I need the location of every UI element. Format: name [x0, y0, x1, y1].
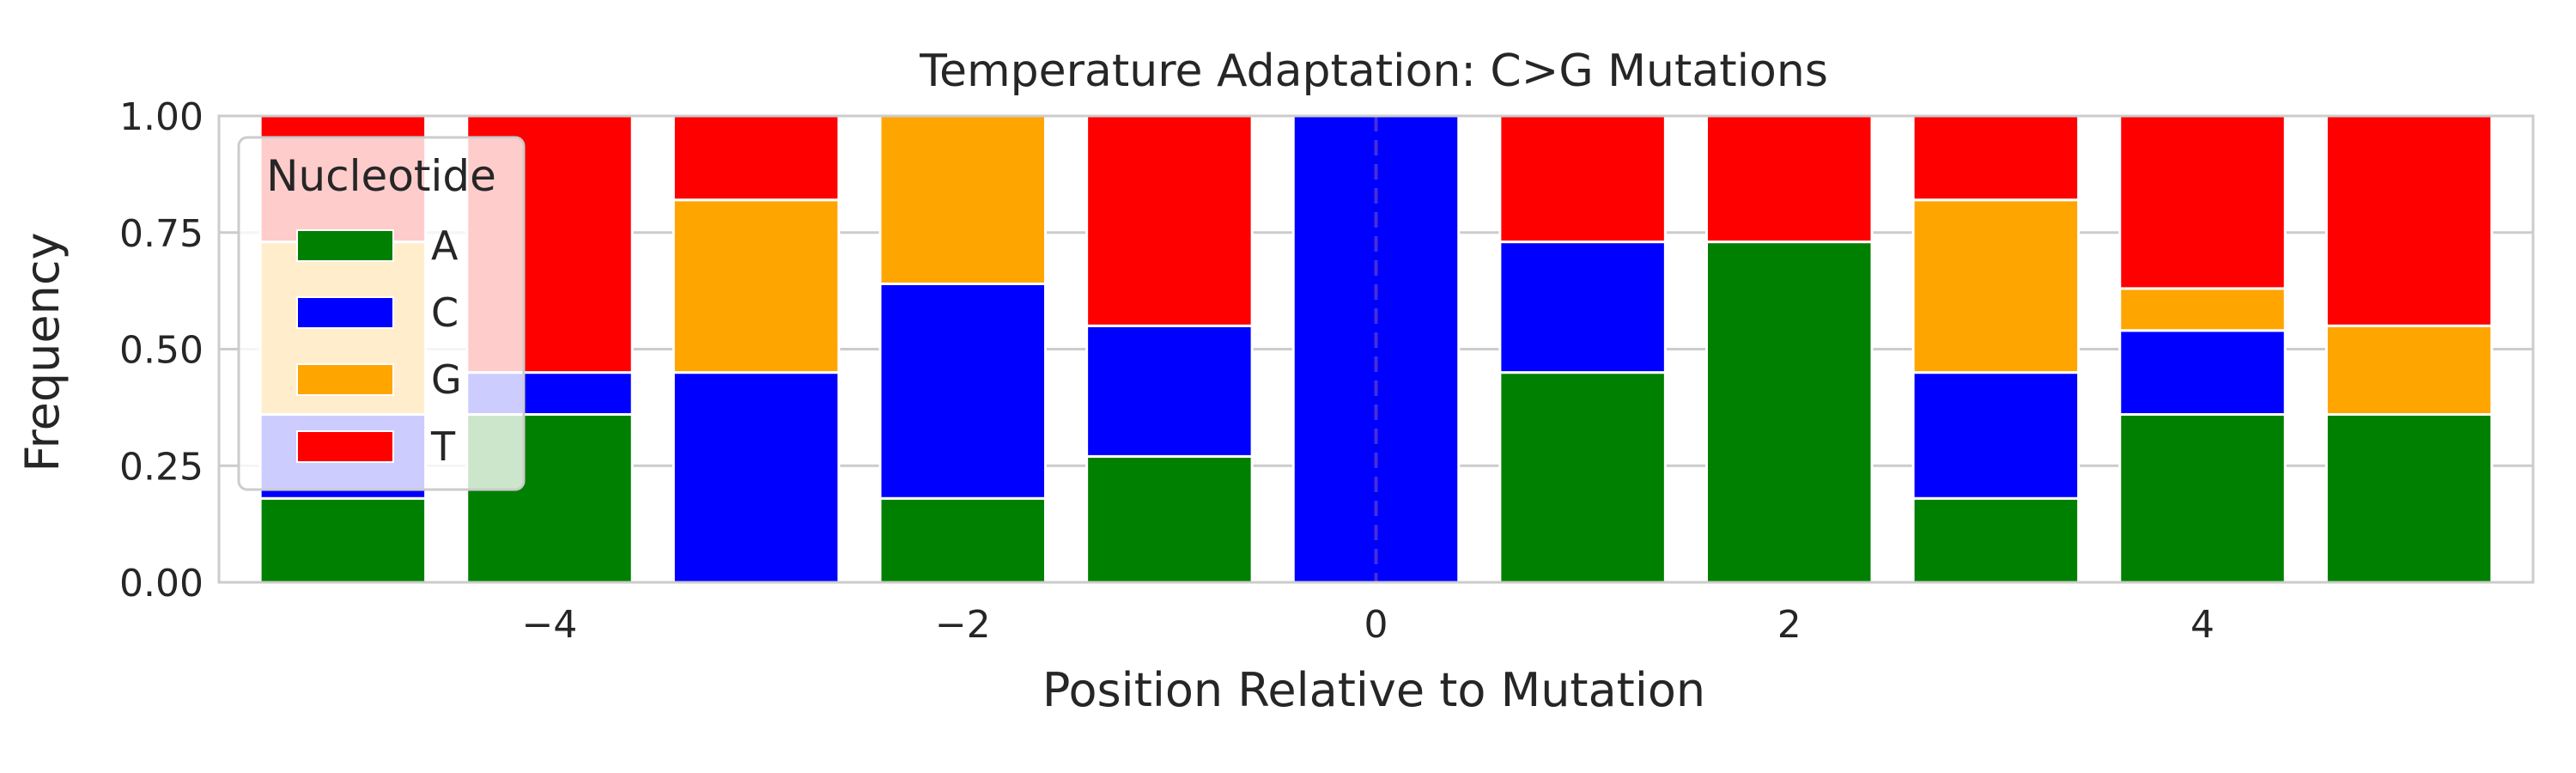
y-tick-label: 0.75 — [119, 212, 204, 256]
bar-segment-c — [671, 371, 841, 584]
y-tick-label: 1.00 — [119, 95, 204, 139]
x-axis-label: Position Relative to Mutation — [1042, 663, 1705, 717]
bar-segment-t — [2324, 114, 2494, 327]
bar-segment-a — [1085, 454, 1254, 584]
x-tick-label: 2 — [1777, 603, 1801, 647]
chart-title: Temperature Adaptation: C>G Mutations — [919, 46, 1828, 97]
legend-label-t: T — [430, 423, 456, 470]
legend-swatch-g — [296, 363, 394, 396]
legend-swatch-t — [296, 430, 394, 463]
bar-segment-a — [2324, 413, 2494, 584]
bar-segment-g — [878, 114, 1047, 285]
y-tick-label: 0.25 — [119, 445, 204, 489]
bar-segment-t — [1705, 114, 1874, 244]
bar-segment-g — [671, 198, 841, 374]
bar-segment-c — [2118, 329, 2287, 417]
bar-segment-t — [1911, 114, 2081, 202]
legend-swatch-a — [296, 229, 394, 262]
bar-segment-a — [1498, 371, 1667, 584]
bar-segment-t — [1498, 114, 1667, 244]
legend-swatch-c — [296, 296, 394, 329]
bar-segment-t — [671, 114, 841, 202]
bar-segment-g — [2324, 324, 2494, 417]
bar-segment-c — [878, 282, 1047, 500]
y-tick-label: 0.50 — [119, 329, 204, 373]
bar-segment-a — [878, 496, 1047, 584]
bar-segment-g — [2118, 287, 2287, 332]
legend-label-a: A — [431, 222, 459, 269]
legend-label-c: C — [431, 289, 459, 336]
y-tick-label: 0.00 — [119, 562, 204, 606]
legend-title: Nucleotide — [266, 151, 496, 201]
bar-segment-g — [1911, 198, 2081, 374]
bar-segment-a — [258, 496, 428, 584]
y-axis-ticks: 0.00 0.25 0.50 0.75 1.00 — [119, 95, 204, 606]
y-axis-label: Frequency — [15, 233, 70, 472]
x-tick-label: 4 — [2190, 603, 2215, 647]
x-tick-label: −4 — [522, 603, 578, 647]
bar-segment-c — [1085, 324, 1254, 458]
bar-segment-c — [1911, 371, 2081, 500]
x-axis-ticks: −4 −2 0 2 4 — [522, 603, 2215, 647]
bar-segment-a — [2118, 413, 2287, 584]
bar-segment-t — [1085, 114, 1254, 327]
plot-frame — [217, 114, 2535, 584]
x-tick-label: 0 — [1364, 603, 1388, 647]
bar-segment-a — [1705, 240, 1874, 584]
bar-segment-c — [1498, 240, 1667, 374]
legend-label-g: G — [431, 356, 462, 403]
bar-segment-a — [1911, 496, 2081, 584]
bar-segment-t — [2118, 114, 2287, 290]
x-tick-label: −2 — [935, 603, 991, 647]
